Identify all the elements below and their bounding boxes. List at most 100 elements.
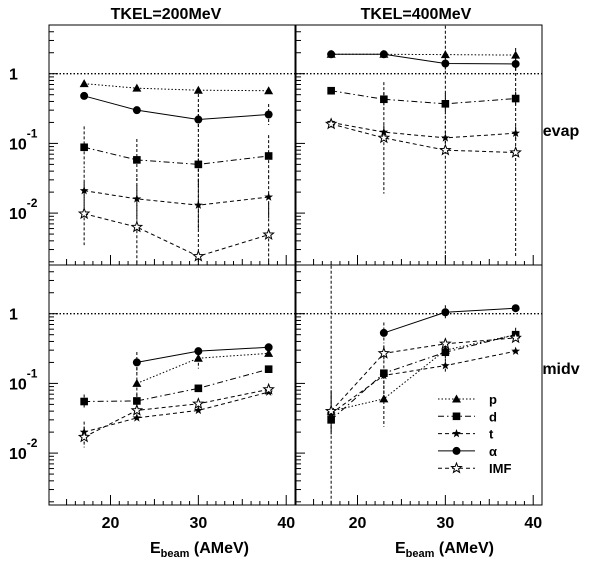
data-point-square — [264, 365, 273, 373]
series-layer — [324, 25, 522, 265]
series-line-circle — [383, 307, 516, 334]
data-point-square — [441, 348, 450, 357]
data-point-openstar — [324, 117, 338, 130]
x-tick-label: 40 — [524, 515, 542, 532]
data-point-triangle — [264, 348, 274, 357]
data-point-circle — [511, 304, 520, 313]
series-line-triangle — [331, 334, 516, 412]
series-layer — [324, 265, 522, 505]
y-tick-label-exponent: -2 — [27, 436, 38, 450]
data-point-square — [441, 100, 450, 108]
x-axis-label-left: Ebeam (AMeV) — [150, 540, 249, 560]
legend-marker-openstar — [450, 461, 463, 474]
data-point-triangle — [440, 50, 450, 59]
series-line-star — [330, 350, 516, 414]
y-tick-label-exponent: -1 — [27, 126, 38, 140]
data-point-openstar — [130, 220, 144, 233]
y-tick-label: 1 — [9, 67, 18, 84]
series-layer — [77, 79, 275, 265]
series-line-triangle — [84, 83, 269, 92]
data-point-square — [133, 156, 141, 164]
series-line-circle — [84, 95, 269, 121]
data-point-circle — [194, 347, 203, 356]
series-line-openstar — [83, 388, 269, 438]
x-tick-label: 30 — [189, 515, 207, 532]
data-point-circle — [264, 110, 273, 119]
data-point-circle — [264, 343, 273, 352]
data-point-circle — [80, 91, 89, 100]
data-point-square — [80, 143, 88, 152]
series-line-star — [84, 391, 269, 433]
y-tick-label-exponent: -1 — [27, 366, 38, 380]
data-point-star — [264, 192, 274, 201]
data-point-circle — [379, 50, 388, 59]
y-tick-label: 10-2 — [9, 436, 38, 463]
data-point-triangle — [193, 353, 203, 362]
data-point-openstar — [262, 382, 275, 395]
data-point-triangle — [79, 79, 89, 88]
series-line-square — [84, 146, 269, 165]
data-point-openstar — [130, 403, 144, 416]
series-line-circle — [136, 346, 269, 363]
y-tick-label-base: 1 — [9, 307, 18, 324]
y-tick-label-base: 10 — [9, 446, 27, 463]
column-title-right: TKEL=400MeV — [361, 6, 472, 23]
legend-label: t — [489, 427, 494, 442]
legend-marker-circle — [452, 446, 461, 455]
x-tick-label: 30 — [436, 515, 454, 532]
data-point-star — [511, 128, 521, 137]
data-point-star — [379, 370, 389, 380]
x-tick-label: 40 — [277, 515, 295, 532]
y-tick-label: 1 — [9, 307, 18, 324]
data-point-openstar — [377, 346, 391, 359]
data-point-triangle — [379, 394, 389, 403]
data-point-square — [327, 86, 335, 95]
series-layer — [77, 343, 275, 448]
data-point-star — [440, 361, 450, 370]
legend-label: IMF — [489, 461, 511, 476]
panel-frame — [295, 24, 543, 266]
y-tick-label-exponent: -2 — [27, 196, 38, 210]
data-point-square — [194, 384, 203, 393]
y-tick-label: 10-2 — [9, 196, 38, 223]
data-point-openstar — [192, 397, 205, 410]
legend-marker-triangle — [452, 394, 461, 403]
y-tick-label: 10-1 — [9, 366, 38, 393]
row-label-evap: evap — [543, 123, 580, 140]
series-line-circle — [331, 53, 516, 65]
x-tick-label: 20 — [349, 515, 367, 532]
y-tick-label-base: 10 — [9, 206, 27, 223]
series-line-star — [331, 121, 516, 139]
panel-tkel-200mev-midv: 110-110-220 30 40 — [9, 264, 296, 532]
legend-marker-star — [452, 429, 461, 438]
y-tick-label-base: 1 — [9, 67, 18, 84]
data-point-star — [511, 346, 521, 355]
panel-tkel-200mev-evap: 110-110-2 — [9, 24, 296, 266]
y-tick-label-base: 10 — [9, 376, 27, 393]
legend-label: p — [489, 392, 497, 407]
data-point-square — [264, 152, 273, 160]
data-point-openstar — [439, 337, 452, 350]
data-point-triangle — [132, 83, 142, 92]
data-point-triangle — [132, 378, 142, 387]
data-point-openstar — [77, 430, 91, 443]
series-line-square — [330, 334, 516, 421]
series-line-triangle — [136, 352, 269, 384]
panel-frame — [48, 264, 296, 506]
legend-label: d — [489, 409, 497, 424]
data-point-openstar — [377, 131, 391, 144]
legend-marker-square — [452, 412, 461, 421]
y-tick-label: 10-1 — [9, 126, 38, 153]
data-point-triangle — [264, 86, 274, 95]
data-point-star — [132, 413, 142, 422]
data-point-square — [80, 397, 88, 406]
x-tick-label: 20 — [102, 515, 120, 532]
data-point-openstar — [324, 404, 338, 417]
data-point-openstar — [77, 207, 91, 220]
data-point-openstar — [509, 145, 522, 158]
series-line-square — [331, 90, 516, 105]
legend-label: α — [489, 444, 497, 459]
